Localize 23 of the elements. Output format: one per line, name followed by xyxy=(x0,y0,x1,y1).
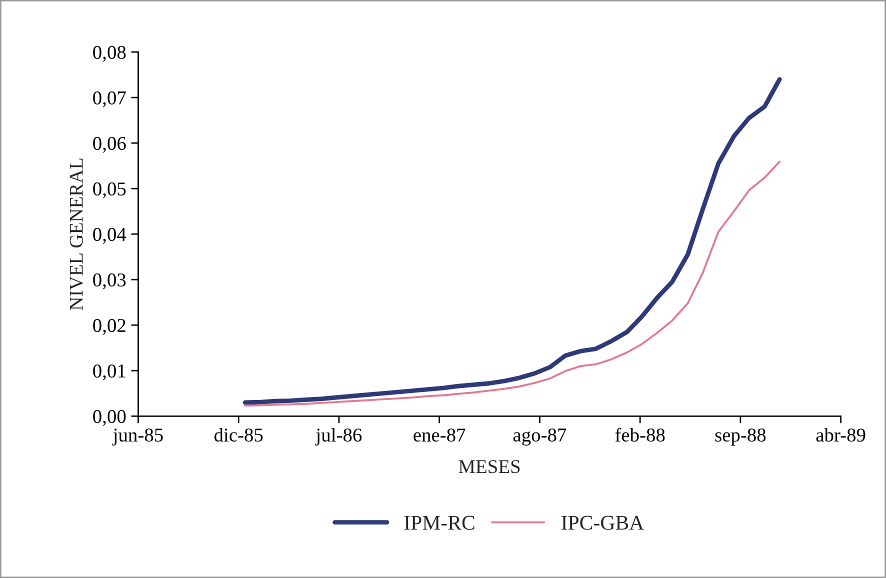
y-axis-title: NIVEL GENERAL xyxy=(70,158,83,310)
y-tick-label: 0,03 xyxy=(93,273,126,290)
legend-label: IPC-GBA xyxy=(562,516,644,530)
y-tick-label: 0,02 xyxy=(93,318,126,335)
x-tick-label: feb-88 xyxy=(615,428,665,442)
legend-label: IPM-RC xyxy=(404,516,474,530)
y-tick-label: 0,07 xyxy=(93,91,126,108)
x-axis-title: MESES xyxy=(458,460,520,474)
y-tick-label: 0,01 xyxy=(93,364,126,380)
x-tick-label: ago-87 xyxy=(513,428,566,446)
line-series xyxy=(244,160,781,407)
x-tick-label: abr-89 xyxy=(816,428,866,442)
x-tick-label: jul-86 xyxy=(315,428,362,446)
y-tick-label: 0,06 xyxy=(93,136,126,153)
line-series xyxy=(242,77,782,405)
x-tick-label: sep-88 xyxy=(715,428,766,446)
y-tick-label: 0,00 xyxy=(93,410,126,426)
x-tick-label: ene-87 xyxy=(414,428,466,442)
x-tick-label: dic-85 xyxy=(214,428,263,442)
y-tick-label: 0,04 xyxy=(93,228,126,244)
x-tick-label: jun-85 xyxy=(112,428,163,446)
y-tick-label: 0,05 xyxy=(93,182,126,198)
y-tick-label: 0,08 xyxy=(93,46,126,62)
